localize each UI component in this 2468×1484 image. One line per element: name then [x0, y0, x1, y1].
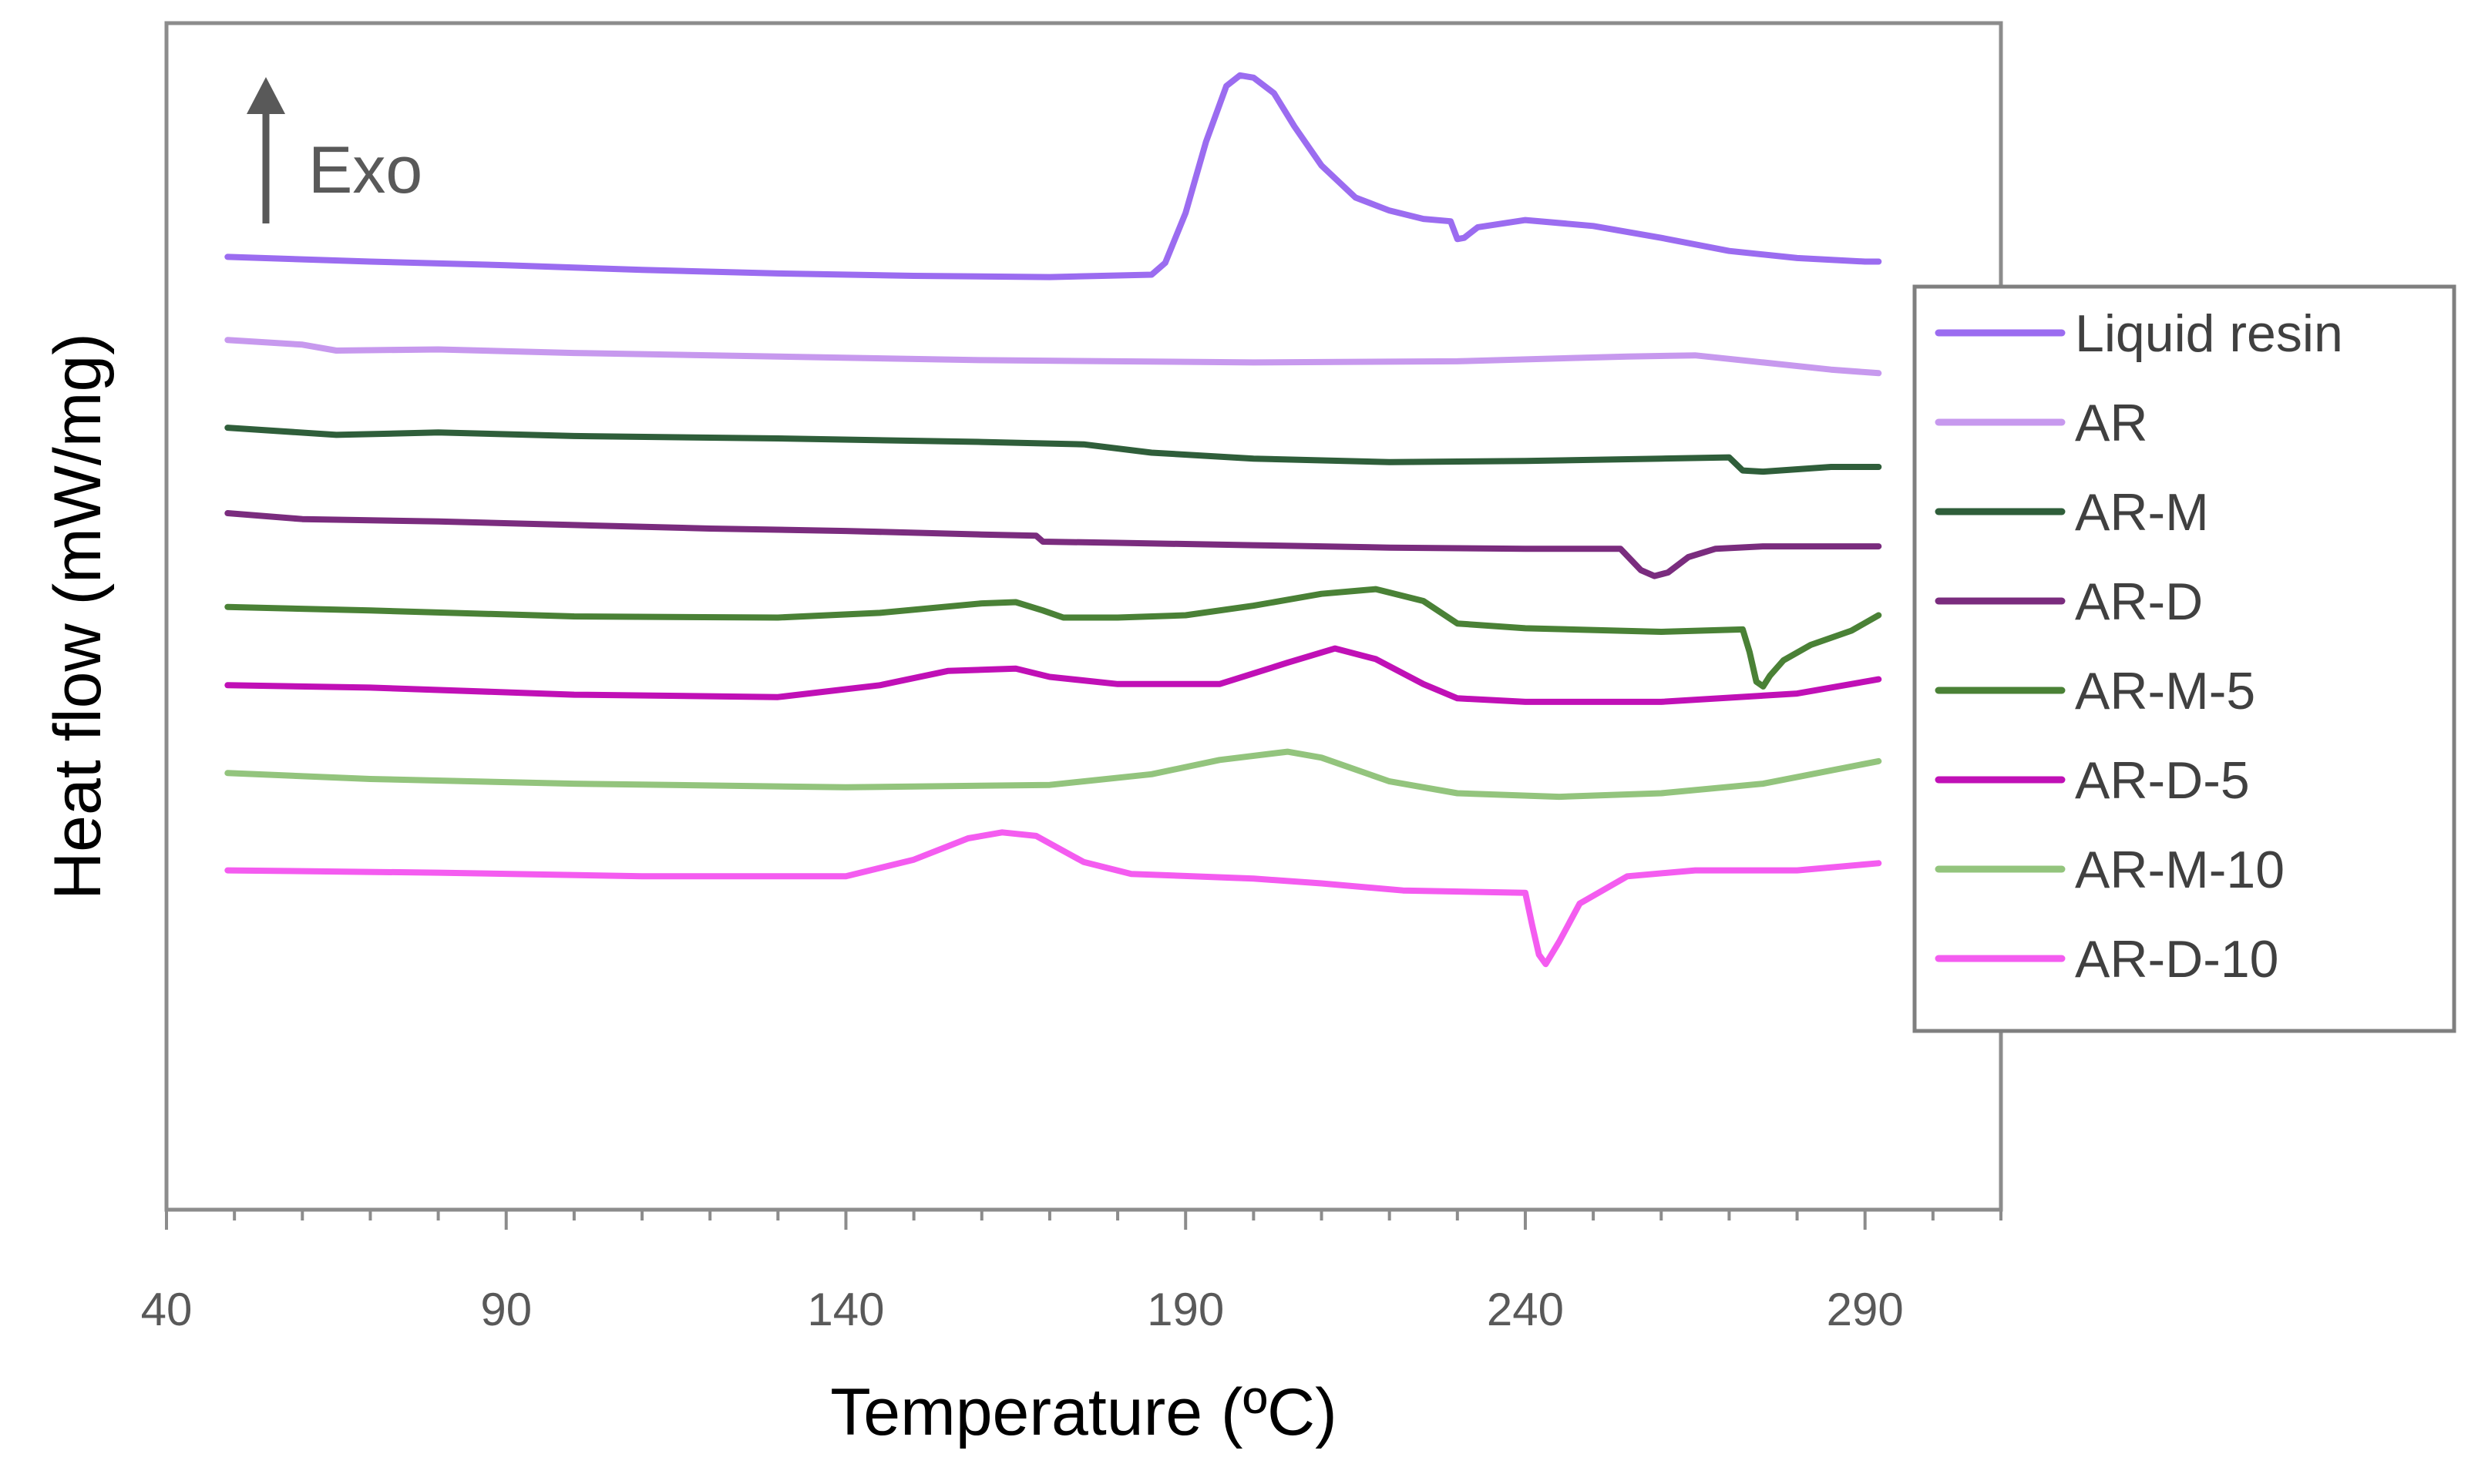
y-axis-title: Heat flow (mW/mg) — [41, 333, 115, 900]
legend-label: AR-D-5 — [2075, 751, 2250, 810]
legend: Liquid resin AR AR-M AR-D AR-M-5 AR-D-5 AR-M-1… — [1912, 284, 2456, 1033]
exo-arrow-head-icon — [247, 77, 285, 114]
series-line — [224, 510, 1882, 579]
legend-frame — [1912, 284, 2456, 1033]
x-tick-label: 90 — [480, 1284, 532, 1335]
series-line — [224, 72, 1882, 280]
legend-label: AR-D-10 — [2075, 930, 2279, 989]
x-tick-label: 40 — [141, 1284, 193, 1335]
legend-label: AR-D — [2075, 572, 2203, 631]
legend-label: Liquid resin — [2075, 304, 2343, 363]
legend-label: AR-M-10 — [2075, 841, 2285, 899]
x-tick-label: 240 — [1487, 1284, 1564, 1335]
legend-label: AR-M-5 — [2075, 662, 2255, 720]
series-line — [224, 645, 1882, 705]
series-line — [224, 337, 1882, 377]
series-lines — [224, 72, 1882, 968]
legend-label: AR — [2075, 394, 2147, 452]
exo-annotation: Exo — [247, 77, 422, 223]
exo-label: Exo — [308, 133, 422, 207]
x-axis-title: Temperature (ºC) — [830, 1375, 1337, 1449]
series-line — [224, 586, 1882, 690]
x-tick-label: 290 — [1827, 1284, 1904, 1335]
legend-label: AR-M — [2075, 483, 2209, 542]
series-line — [224, 829, 1882, 968]
x-axis: 40 90 140 190 240 290 — [141, 1210, 2002, 1335]
series-line — [224, 748, 1882, 801]
x-tick-label: 140 — [807, 1284, 884, 1335]
x-tick-label: 190 — [1147, 1284, 1224, 1335]
series-line — [224, 425, 1882, 475]
